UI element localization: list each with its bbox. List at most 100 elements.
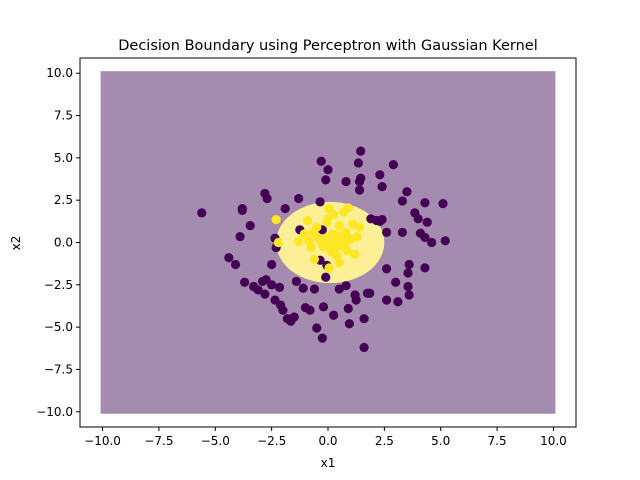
point-class-0 (359, 342, 369, 353)
point-class-0 (388, 160, 398, 170)
point-class-1 (303, 215, 313, 226)
point-class-0 (235, 231, 245, 242)
point-class-1 (294, 237, 304, 247)
point-class-0 (356, 146, 366, 156)
point-class-0 (294, 193, 304, 204)
point-class-0 (230, 259, 241, 270)
point-class-0 (382, 227, 392, 237)
point-class-0 (315, 197, 325, 207)
point-class-0 (289, 312, 299, 322)
data-points (197, 146, 450, 353)
axis-ticks: −10.0 −7.5 −5.0 −2.5 0.0 2.5 5.0 7.5 10.0 −10.0 −7… (36, 66, 567, 448)
y-tick-label: 7.5 (54, 109, 73, 123)
point-class-0 (375, 170, 385, 180)
x-tick-label: 0.0 (318, 434, 337, 448)
point-class-0 (329, 310, 339, 320)
point-class-0 (397, 227, 407, 237)
point-class-0 (366, 214, 376, 224)
point-class-0 (280, 204, 290, 214)
point-class-0 (382, 295, 392, 305)
point-class-1 (334, 220, 344, 231)
point-class-0 (420, 198, 430, 208)
point-class-0 (403, 281, 413, 292)
point-class-0 (318, 302, 329, 312)
point-class-0 (422, 217, 432, 227)
point-class-1 (342, 246, 352, 256)
point-class-0 (353, 158, 364, 168)
y-tick-label: −10.0 (36, 405, 73, 419)
y-axis-label: x2 (9, 236, 23, 251)
x-axis-label: x1 (321, 456, 336, 470)
point-class-0 (404, 290, 414, 300)
point-class-0 (359, 314, 369, 324)
point-class-0 (377, 182, 387, 192)
point-class-1 (273, 237, 283, 248)
point-class-0 (402, 187, 412, 197)
point-class-0 (239, 277, 250, 287)
point-class-0 (344, 319, 355, 329)
point-class-0 (197, 208, 207, 218)
point-class-0 (438, 198, 448, 209)
point-class-0 (404, 259, 414, 270)
point-class-1 (334, 258, 344, 268)
point-class-0 (343, 303, 353, 314)
point-class-0 (298, 283, 308, 293)
point-class-0 (427, 237, 437, 248)
point-class-0 (341, 176, 351, 187)
x-tick-label: −2.5 (257, 434, 286, 448)
point-class-1 (299, 229, 309, 239)
point-class-0 (305, 305, 315, 315)
point-class-0 (321, 272, 331, 282)
point-class-1 (354, 222, 365, 232)
point-class-0 (403, 268, 413, 278)
x-tick-label: 7.5 (488, 434, 507, 448)
y-tick-label: −2.5 (44, 278, 73, 292)
point-class-0 (420, 232, 430, 243)
point-class-0 (312, 323, 322, 333)
y-tick-label: 0.0 (54, 236, 73, 250)
x-tick-label: 10.0 (540, 434, 567, 448)
x-tick-label: 5.0 (431, 434, 450, 448)
x-tick-label: −5.0 (201, 434, 230, 448)
point-class-0 (267, 259, 277, 270)
point-class-0 (309, 284, 320, 294)
point-class-0 (224, 253, 234, 263)
point-class-0 (377, 215, 387, 225)
point-class-0 (420, 263, 430, 273)
point-class-0 (413, 214, 423, 224)
point-class-0 (365, 288, 375, 298)
point-class-1 (350, 249, 360, 259)
point-class-1 (312, 222, 322, 232)
point-class-0 (351, 295, 361, 305)
x-tick-label: −10.0 (84, 434, 121, 448)
y-tick-label: 5.0 (54, 151, 73, 165)
point-class-0 (382, 264, 392, 274)
plot-area (100, 71, 556, 414)
point-class-1 (271, 215, 281, 225)
point-class-0 (354, 185, 365, 195)
y-tick-label: 2.5 (54, 193, 73, 207)
point-class-0 (267, 280, 277, 290)
point-class-0 (393, 297, 403, 307)
point-class-0 (260, 289, 270, 299)
point-class-1 (306, 242, 316, 253)
point-class-0 (323, 165, 333, 175)
x-tick-label: −7.5 (144, 434, 173, 448)
point-class-0 (237, 205, 247, 215)
point-class-0 (278, 305, 288, 315)
point-class-1 (343, 203, 353, 213)
point-class-0 (440, 236, 450, 246)
point-class-1 (324, 263, 334, 273)
point-class-0 (321, 175, 331, 185)
axes-frame (79, 57, 577, 428)
point-class-0 (397, 196, 407, 206)
point-class-0 (356, 173, 366, 183)
point-class-0 (260, 188, 270, 199)
point-class-1 (335, 241, 345, 251)
point-class-0 (317, 333, 327, 343)
chart-title: Decision Boundary using Perceptron with … (118, 38, 538, 54)
point-class-0 (341, 281, 351, 291)
point-class-0 (253, 285, 263, 295)
point-class-0 (274, 282, 285, 292)
